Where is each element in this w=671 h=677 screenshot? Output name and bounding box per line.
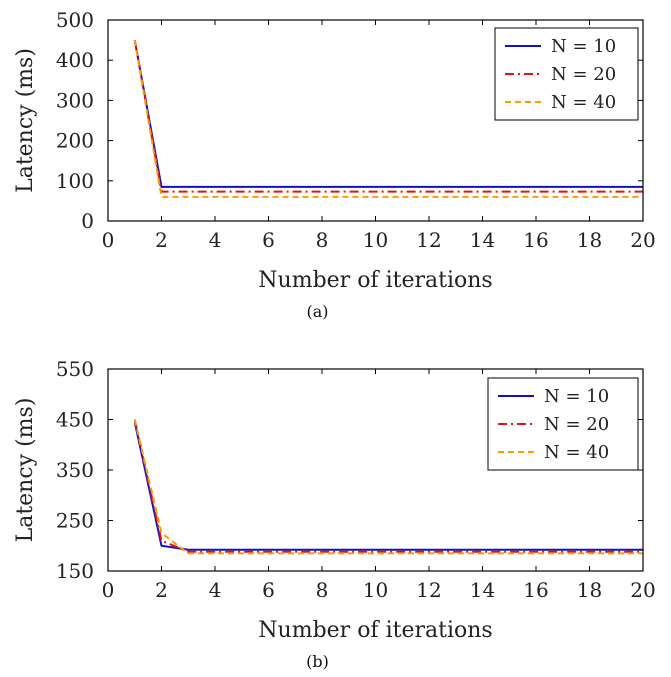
x-tick-label: 20: [630, 228, 655, 252]
x-axis-label: Number of iterations: [258, 618, 492, 643]
chart-panel-2: 0 2 4 6 8 10 12 14 16 18 20 150 250 350 450 550 Number o…: [13, 357, 656, 671]
x-tick-label: 14: [470, 578, 495, 602]
legend-entry-3: N = 40: [551, 92, 616, 113]
plot-frame: [107, 368, 644, 572]
series-line-3: [133, 419, 643, 555]
legend-entry-3: N = 40: [544, 442, 609, 463]
x-tick-label: 10: [363, 228, 388, 252]
legend-entry-2: N = 20: [544, 414, 609, 435]
x-tick-label: 2: [155, 578, 168, 602]
x-tick-label: 14: [470, 228, 495, 252]
figure-caption: (a): [306, 302, 328, 321]
x-axis-label: Number of iterations: [258, 268, 492, 293]
x-tick-label: 16: [523, 228, 548, 252]
legend: N = 10 N = 20 N = 40: [487, 377, 639, 471]
x-tick-label: 8: [316, 578, 329, 602]
legend-entry-2: N = 20: [551, 64, 616, 85]
x-tick-label: 12: [416, 578, 441, 602]
x-tick-label: 18: [577, 578, 602, 602]
series-line-2: [133, 39, 643, 193]
x-tick-label: 10: [363, 578, 388, 602]
y-tick-label: 450: [56, 408, 94, 432]
y-tick-label: 400: [56, 48, 94, 72]
series-line-3: [133, 39, 643, 198]
y-tick-label: 500: [56, 8, 94, 32]
x-tick-label: 20: [630, 578, 655, 602]
y-axis-label: Latency (ms): [13, 398, 38, 543]
y-tick-label: 100: [56, 169, 94, 193]
chart-panel-1: 0 2 4 6 8 10 12 14 16 18 200100200300400500Number …: [13, 8, 656, 321]
x-tick-label: 6: [262, 228, 275, 252]
x-tick-label: 18: [577, 228, 602, 252]
legend-entry-1: N = 10: [551, 36, 616, 57]
x-tick-label: 16: [523, 578, 548, 602]
x-tick-label: 4: [209, 228, 222, 252]
y-tick-label: 150: [56, 559, 94, 583]
series-line-1: [133, 39, 643, 188]
x-tick-label: 0: [102, 578, 115, 602]
y-tick-label: 0: [81, 209, 94, 233]
plot-frame: [107, 19, 644, 222]
figure-caption: (b): [306, 652, 329, 671]
x-tick-label: 12: [416, 228, 441, 252]
y-tick-label: 350: [56, 458, 94, 482]
x-tick-label: 8: [316, 228, 329, 252]
y-tick-label: 200: [56, 129, 94, 153]
series-line-1: [133, 421, 643, 551]
legend: N = 10 N = 20 N = 40: [494, 27, 639, 121]
y-tick-label: 250: [56, 509, 94, 533]
legend-entry-1: N = 10: [544, 386, 609, 407]
y-axis-label: Latency (ms): [13, 48, 38, 193]
y-tick-label: 550: [56, 357, 94, 381]
x-tick-label: 0: [102, 228, 115, 252]
x-tick-label: 6: [262, 578, 275, 602]
x-tick-label: 2: [155, 228, 168, 252]
series-line-2: [133, 419, 643, 553]
x-tick-label: 4: [209, 578, 222, 602]
y-tick-label: 300: [56, 88, 94, 112]
